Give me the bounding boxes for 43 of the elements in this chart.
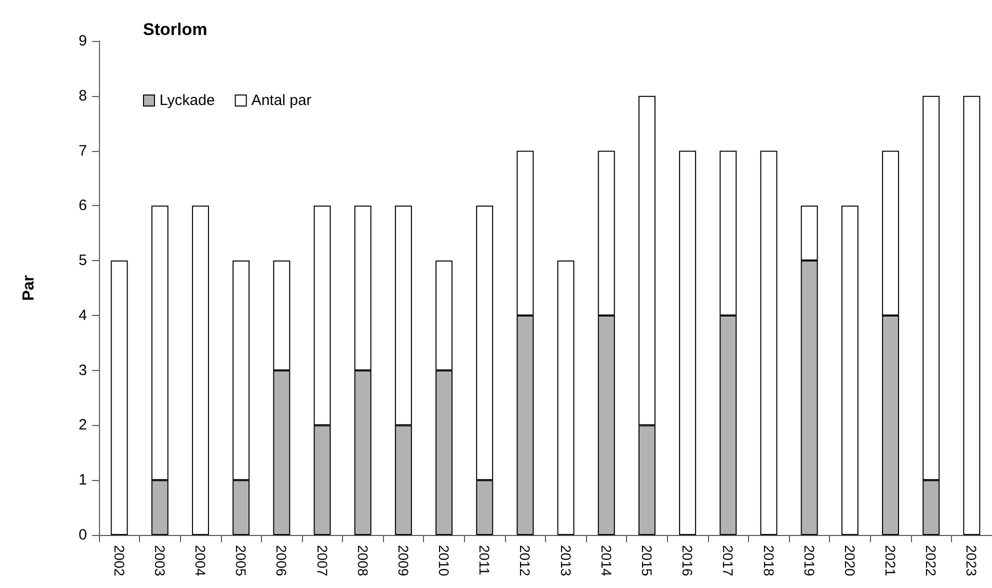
x-tick-label: 2005 [233, 545, 250, 576]
legend-label: Antal par [251, 92, 312, 109]
y-tick-label: 7 [78, 142, 87, 160]
bar [192, 206, 209, 535]
x-tick-label: 2017 [720, 545, 736, 576]
x-tick-label: 2014 [598, 545, 614, 576]
bar [557, 260, 574, 535]
y-tick-label: 3 [78, 362, 87, 379]
x-tick-label: 2009 [395, 545, 412, 576]
x-tick-label: 2015 [638, 545, 655, 576]
bar [841, 206, 858, 535]
x-tick-label: 2013 [558, 545, 574, 576]
x-tick-label: 2019 [801, 545, 818, 576]
x-tick-label: 2012 [517, 545, 534, 576]
x-tick-label: 2021 [882, 545, 899, 576]
y-tick-label: 9 [78, 32, 87, 50]
x-tick-label: 2016 [680, 545, 696, 576]
x-tick-label: 2010 [436, 545, 452, 576]
bar [760, 150, 778, 535]
bar [110, 260, 128, 535]
bar [679, 150, 696, 535]
x-tick-label: 2003 [152, 545, 168, 576]
y-tick-label: 2 [78, 416, 87, 434]
x-tick-label: 2018 [760, 545, 777, 576]
y-tick-label: 1 [78, 472, 87, 489]
x-tick-label: 2022 [923, 545, 940, 576]
x-tick-label: 2002 [111, 545, 128, 576]
y-tick-label: 6 [78, 197, 87, 214]
y-tick-label: 0 [78, 526, 87, 544]
x-tick-label: 2006 [274, 545, 290, 576]
x-tick-label: 2007 [314, 545, 330, 576]
legend-label: Lyckade [160, 92, 215, 109]
x-tick-label: 2023 [964, 545, 980, 576]
chart-title: Storlom [143, 20, 208, 39]
y-tick-label: 8 [78, 87, 87, 104]
y-tick-label: 4 [78, 306, 87, 324]
y-axis-title: Par [20, 275, 38, 301]
x-tick-label: 2011 [476, 545, 493, 576]
x-tick-label: 2020 [842, 545, 858, 576]
y-tick-label: 5 [78, 252, 87, 270]
x-tick-label: 2008 [354, 545, 371, 576]
bar [963, 96, 980, 535]
x-tick-label: 2004 [192, 545, 208, 576]
